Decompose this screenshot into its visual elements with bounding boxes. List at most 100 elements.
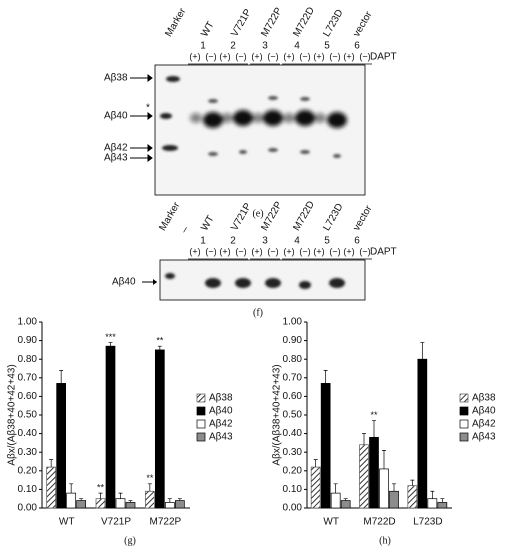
lane-label: V721P (229, 7, 254, 39)
bar (144, 490, 155, 509)
error-bar (157, 345, 162, 350)
y-tick-label: 1.00 (18, 317, 38, 328)
legend-label: Aβ40 (472, 406, 496, 417)
treatment: (+) (219, 246, 230, 256)
bar (379, 468, 389, 509)
y-tick-label: 0.50 (283, 410, 303, 421)
legend-swatch (196, 419, 206, 429)
error-bar (147, 483, 152, 492)
y-tick-label: 0.80 (18, 354, 38, 365)
lane-number: 3 (262, 41, 268, 52)
y-tick-label: 0.70 (18, 372, 38, 383)
lane-label: L723D (321, 202, 345, 233)
error-bar (430, 490, 435, 499)
legend-label: Aβ38 (472, 393, 496, 404)
x-tick-label: M722P (149, 517, 181, 528)
treatment: (+) (189, 51, 200, 61)
x-tick-label: WT (323, 517, 339, 528)
bar (427, 498, 438, 509)
bar (389, 490, 399, 509)
error-bar (372, 420, 376, 438)
blot-e-image (130, 64, 366, 196)
bar (369, 436, 379, 509)
x-tick-label: WT (59, 517, 75, 528)
bar (105, 345, 116, 509)
legend-label: Aβ40 (209, 406, 233, 417)
legend-label: Aβ43 (472, 432, 496, 443)
treatment: (+) (251, 51, 262, 61)
treatment: (−) (299, 51, 310, 61)
lane-number: 5 (324, 41, 330, 52)
bar (76, 500, 87, 509)
y-tick-label: 0.90 (283, 335, 303, 346)
error-bar (98, 492, 103, 499)
significance: ** (146, 473, 154, 483)
bar (340, 500, 351, 509)
treatment: (+) (219, 51, 230, 61)
error-bar (59, 370, 64, 384)
y-axis-label: Aβx/(Aβ38+40+42+43) (7, 364, 18, 465)
y-tick-label: 0.50 (18, 410, 38, 421)
legend-swatch (459, 393, 469, 403)
treatment: (+) (189, 246, 200, 256)
error-bar (79, 498, 84, 501)
blot-f-image (142, 259, 366, 301)
error-bar (167, 498, 172, 503)
bar (66, 492, 77, 509)
caption: (h) (379, 535, 391, 546)
treatment: (+) (313, 51, 324, 61)
error-bar (362, 433, 366, 445)
treatment: (+) (313, 246, 324, 256)
treatment: (−) (267, 246, 278, 256)
bar (154, 349, 165, 509)
significance: *** (105, 332, 116, 342)
lane-number: 1 (200, 236, 206, 247)
y-tick-label: 0.40 (18, 428, 38, 439)
lane-label: Marker (163, 6, 188, 39)
y-tick-label: 0.20 (283, 465, 303, 476)
lane-number: 2 (230, 41, 236, 52)
treatment: (−) (299, 246, 310, 256)
bar (164, 502, 175, 509)
error-bar (392, 483, 396, 492)
lane-number: 5 (324, 236, 330, 247)
lane-number: 2 (230, 236, 236, 247)
y-tick-label: 1.00 (283, 317, 303, 328)
legend-swatch (459, 406, 469, 416)
x-tick-label: M722D (363, 517, 395, 528)
error-bar (323, 370, 328, 384)
lane-label: M722D (291, 199, 317, 232)
legend-label: Aβ42 (472, 419, 496, 430)
y-tick-label: 0.00 (283, 503, 303, 514)
bar (310, 466, 321, 509)
error-bar (440, 498, 445, 503)
legend-swatch (196, 432, 206, 442)
lane-number: 4 (294, 41, 300, 52)
bar (125, 502, 136, 509)
bar (174, 500, 185, 509)
error-bar (128, 500, 133, 503)
lane-label: vector (351, 203, 374, 233)
error-bar (118, 492, 123, 499)
bar (115, 498, 126, 509)
lane-number: 1 (200, 41, 206, 52)
treatment: (−) (205, 246, 216, 256)
error-bar (49, 459, 54, 468)
bar (330, 492, 341, 509)
lane-label: _ (175, 222, 188, 234)
y-tick-label: 0.30 (283, 447, 303, 458)
significance: ** (97, 482, 105, 492)
lane-number: 3 (262, 236, 268, 247)
lane-label: V721P (229, 201, 254, 233)
y-tick-label: 0.70 (283, 372, 303, 383)
y-tick-label: 0.10 (283, 484, 303, 495)
bar (95, 498, 106, 509)
lane-label: M722P (259, 6, 285, 39)
error-bar (382, 449, 386, 469)
bar (320, 383, 331, 509)
caption: (f) (253, 307, 263, 318)
lane-number: 6 (354, 41, 360, 52)
y-tick-label: 0.60 (18, 391, 38, 402)
legend-swatch (459, 432, 469, 442)
treatment: (+) (343, 246, 354, 256)
